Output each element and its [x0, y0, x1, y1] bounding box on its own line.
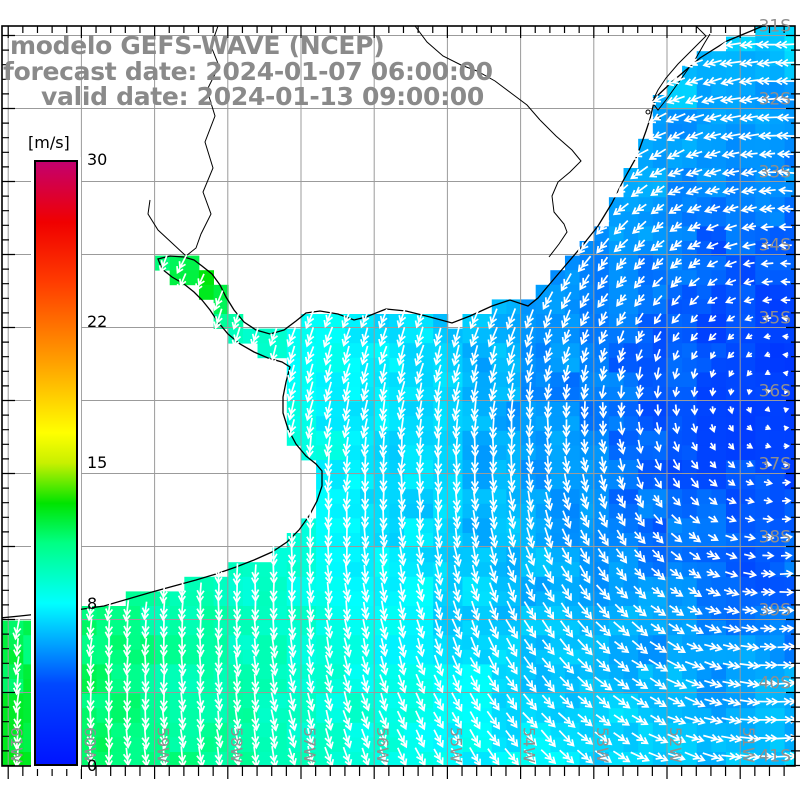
- border-line: [414, 26, 541, 121]
- lat-label: 41S: [759, 747, 791, 767]
- lat-label: 38S: [759, 528, 791, 548]
- lon-label: 61W: [7, 727, 26, 763]
- wind-arrows: [12, 40, 795, 766]
- valid-date-label: valid date: 2024-01-13 09:00:00: [41, 82, 484, 111]
- axis-labels: 61W 60W 59W 58W 57W 56W 55W 54W 53W 52W 51W 31S 32S 3…: [7, 17, 791, 767]
- river-line: [185, 26, 220, 257]
- lat-label: 36S: [759, 382, 791, 402]
- lon-label: 55W: [446, 727, 465, 763]
- lat-label: 40S: [759, 674, 791, 694]
- colorbar: [34, 160, 78, 766]
- lat-label: 33S: [759, 163, 791, 183]
- colorbar-tick-label: 15: [87, 453, 108, 472]
- colorbar-unit-label: [m/s]: [28, 133, 70, 152]
- lon-label: 52W: [666, 727, 685, 763]
- lat-label: 31S: [759, 17, 791, 37]
- lat-label: 34S: [759, 236, 791, 256]
- lon-label: 51W: [739, 727, 758, 763]
- lat-label: 35S: [759, 309, 791, 329]
- model-title: modelo GEFS-WAVE (NCEP): [10, 31, 385, 60]
- coastline-features: [2, 26, 764, 619]
- coastline: [2, 26, 764, 619]
- forecast-date-label: forecast date: 2024-01-07 06:00:00: [3, 57, 493, 86]
- lon-label: 54W: [520, 727, 539, 763]
- colorbar-tick-label: 22: [87, 311, 108, 331]
- lon-label: 58W: [227, 727, 246, 763]
- grid-lines: [2, 26, 795, 766]
- lat-label: 39S: [759, 601, 791, 621]
- lat-label: 32S: [759, 90, 791, 110]
- lon-label: 57W: [300, 727, 319, 763]
- river-line: [147, 199, 187, 257]
- map-frame: [1, 25, 800, 779]
- colorbar-tick-label: 30: [87, 150, 108, 169]
- lon-label: 56W: [373, 727, 392, 763]
- island-dot: [645, 109, 651, 115]
- lon-label: 60W: [80, 727, 99, 763]
- colorbar-tick-label: 0: [87, 756, 98, 775]
- lon-label: 59W: [154, 727, 173, 763]
- lon-label: 53W: [593, 727, 612, 763]
- colorbar-tick-label: 8: [87, 594, 98, 614]
- lat-label: 37S: [759, 455, 791, 475]
- lagoon-outline: [539, 119, 582, 258]
